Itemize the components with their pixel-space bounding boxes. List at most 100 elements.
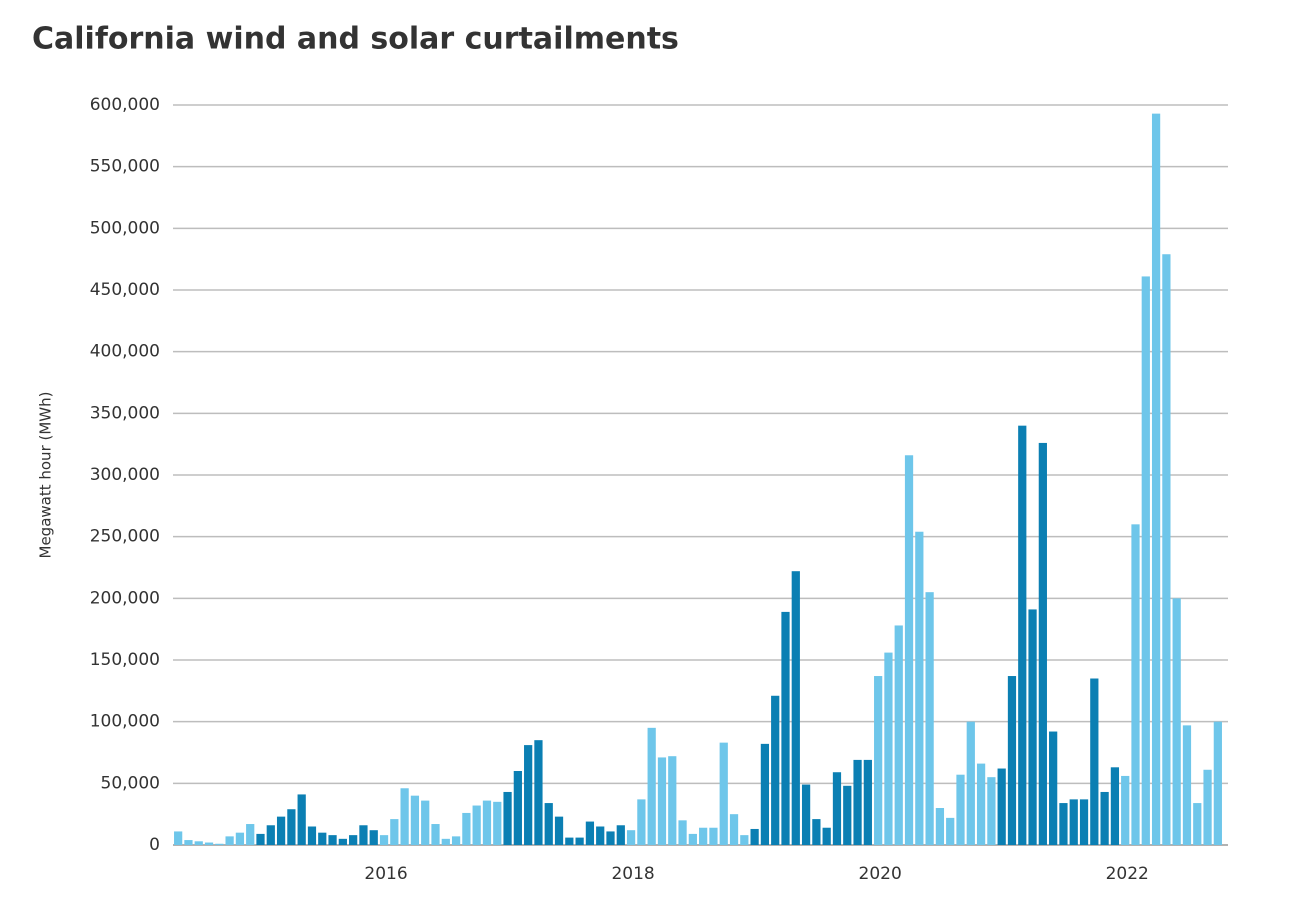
bar bbox=[524, 745, 533, 845]
bar bbox=[1100, 791, 1109, 845]
bar bbox=[904, 455, 914, 845]
bar bbox=[472, 805, 481, 845]
bar bbox=[565, 837, 574, 845]
bar bbox=[637, 799, 646, 845]
bar bbox=[462, 812, 471, 845]
bar bbox=[390, 819, 399, 845]
bar bbox=[884, 652, 893, 845]
y-tick-label: 600,000 bbox=[90, 95, 160, 115]
x-tick-label: 2020 bbox=[859, 864, 902, 884]
bar bbox=[709, 827, 718, 845]
bar bbox=[781, 611, 790, 845]
bar bbox=[750, 828, 759, 845]
bar bbox=[338, 838, 347, 845]
bar bbox=[1193, 803, 1202, 845]
bar bbox=[1121, 775, 1130, 845]
y-axis-label: Megawatt hour (MWh) bbox=[37, 392, 55, 559]
x-tick-label: 2022 bbox=[1106, 864, 1149, 884]
bar bbox=[812, 819, 821, 845]
bar bbox=[359, 825, 368, 845]
bar bbox=[225, 836, 234, 845]
bar bbox=[647, 727, 656, 845]
bar bbox=[379, 835, 389, 845]
y-tick-label: 50,000 bbox=[101, 773, 160, 793]
y-tick-label: 400,000 bbox=[90, 342, 160, 362]
bar bbox=[987, 777, 996, 845]
bar bbox=[534, 740, 543, 845]
bar bbox=[544, 803, 553, 845]
bar bbox=[1172, 598, 1181, 845]
bar bbox=[585, 821, 595, 845]
bar bbox=[915, 531, 924, 845]
x-tick-label: 2016 bbox=[364, 864, 407, 884]
bar bbox=[575, 837, 584, 845]
bar bbox=[307, 826, 317, 845]
bar bbox=[1018, 425, 1027, 845]
bar bbox=[276, 816, 286, 845]
bar bbox=[1090, 678, 1099, 845]
bar bbox=[1131, 524, 1140, 845]
bar bbox=[256, 833, 265, 845]
y-tick-label: 550,000 bbox=[90, 157, 160, 177]
bar bbox=[606, 831, 615, 845]
bar bbox=[894, 625, 903, 845]
y-tick-label: 200,000 bbox=[90, 588, 160, 608]
bar bbox=[863, 759, 872, 845]
bar bbox=[328, 835, 337, 845]
bar bbox=[729, 814, 739, 845]
bar bbox=[1059, 803, 1068, 845]
y-tick-label: 250,000 bbox=[90, 527, 160, 547]
bar bbox=[616, 825, 625, 845]
bar bbox=[493, 801, 502, 845]
bar bbox=[421, 800, 430, 845]
bar bbox=[266, 825, 275, 845]
bar bbox=[369, 830, 378, 845]
bar bbox=[935, 808, 945, 845]
y-tick-label: 100,000 bbox=[90, 712, 160, 732]
bar bbox=[966, 721, 975, 845]
bar bbox=[760, 743, 770, 845]
bar bbox=[235, 832, 245, 845]
bar bbox=[174, 831, 183, 845]
bar bbox=[740, 835, 749, 845]
bar bbox=[822, 827, 831, 845]
bar bbox=[946, 817, 955, 845]
bar bbox=[853, 759, 862, 845]
bar bbox=[246, 824, 255, 845]
y-tick-label: 150,000 bbox=[90, 650, 160, 670]
bar bbox=[843, 785, 852, 845]
bar bbox=[184, 840, 193, 845]
bar bbox=[1203, 769, 1212, 845]
bar bbox=[215, 843, 224, 845]
bar bbox=[832, 772, 842, 845]
bar bbox=[400, 788, 409, 845]
bar bbox=[956, 774, 965, 845]
bar bbox=[925, 592, 934, 845]
bar bbox=[668, 756, 677, 845]
bar bbox=[688, 833, 697, 845]
y-tick-label: 0 bbox=[149, 835, 160, 855]
bar bbox=[801, 784, 811, 845]
bar bbox=[678, 820, 687, 845]
bar bbox=[287, 809, 296, 845]
bar bbox=[1182, 725, 1192, 845]
bar bbox=[1110, 767, 1120, 845]
bar bbox=[1141, 276, 1150, 845]
y-tick-label: 450,000 bbox=[90, 280, 160, 300]
bar bbox=[874, 676, 883, 845]
x-tick-label: 2018 bbox=[611, 864, 654, 884]
bar bbox=[791, 571, 800, 845]
bar bbox=[1162, 254, 1171, 845]
y-tick-label: 350,000 bbox=[90, 403, 160, 423]
y-tick-label: 500,000 bbox=[90, 218, 160, 238]
bar bbox=[297, 794, 306, 845]
chart-title: California wind and solar curtailments bbox=[32, 22, 679, 57]
bar bbox=[482, 800, 492, 845]
bar bbox=[1049, 731, 1058, 845]
bar bbox=[349, 835, 358, 845]
bar bbox=[1069, 799, 1078, 845]
bar bbox=[1038, 442, 1047, 845]
bar bbox=[699, 827, 708, 845]
bar bbox=[410, 795, 420, 845]
